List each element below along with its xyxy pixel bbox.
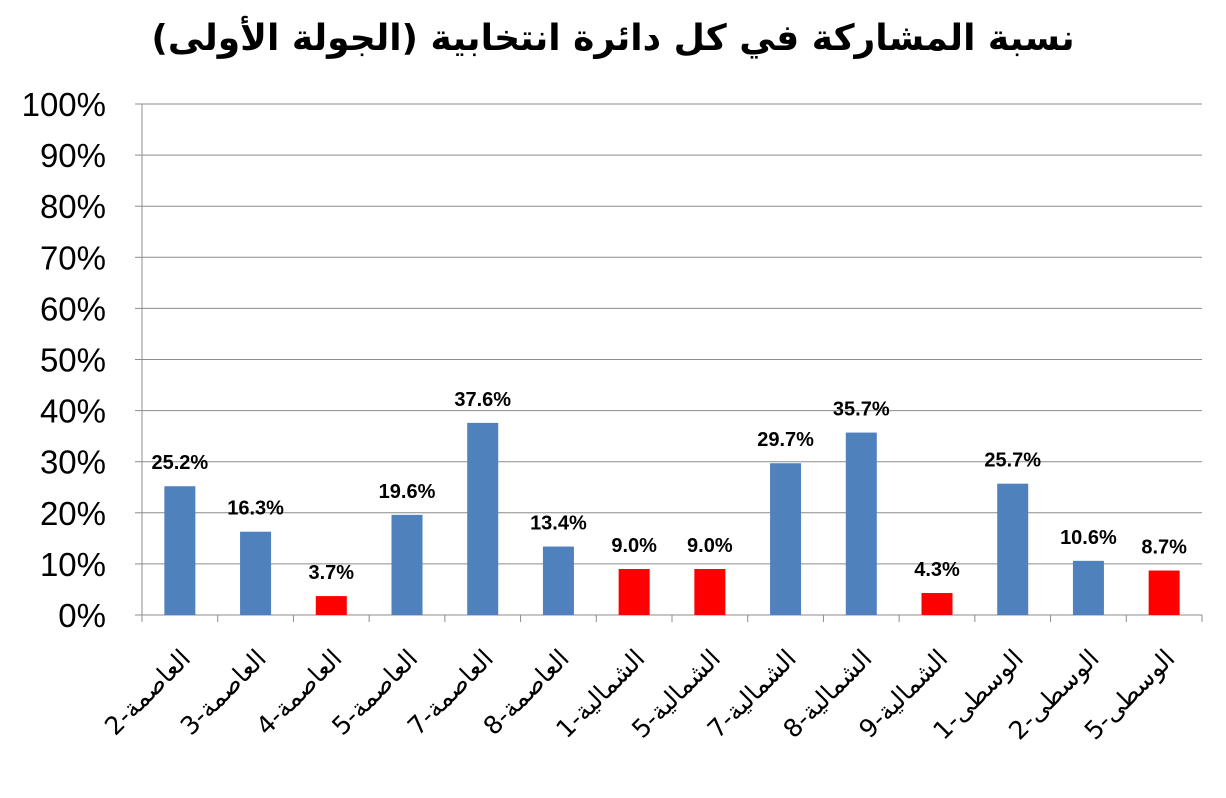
bar (770, 463, 802, 615)
bar (845, 432, 877, 615)
bar (694, 569, 726, 615)
y-tick-label: 80% (40, 188, 106, 225)
data-label: 37.6% (454, 389, 511, 411)
y-tick-label: 10% (40, 546, 106, 583)
data-label: 8.7% (1141, 537, 1187, 559)
y-tick-label: 60% (40, 290, 106, 327)
bar (164, 486, 196, 615)
y-axis-tick-labels: 0% 10% 20% 30% 40% 50% 60% 70% 80% 90% 100% (22, 86, 106, 634)
bar (391, 514, 423, 615)
bar (921, 593, 953, 615)
y-tick-label: 50% (40, 342, 106, 379)
bar (240, 531, 272, 615)
bar (618, 569, 650, 615)
data-label: 9.0% (687, 535, 733, 557)
y-tick-label: 30% (40, 444, 106, 481)
data-label: 19.6% (379, 481, 436, 503)
bar (1148, 570, 1180, 615)
data-label: 25.7% (984, 450, 1041, 472)
data-label: 29.7% (757, 429, 814, 451)
chart-title: نسبة المشاركة في كل دائرة انتخابية (الجو… (151, 18, 1075, 59)
gridlines (142, 103, 1202, 565)
data-label: 10.6% (1060, 527, 1117, 549)
axes (135, 103, 1203, 622)
bar (997, 483, 1029, 615)
bar (1072, 560, 1104, 615)
data-label: 16.3% (227, 498, 284, 520)
y-tick-label: 90% (40, 137, 106, 174)
y-tick-label: 70% (40, 239, 106, 276)
data-label: 35.7% (833, 399, 890, 421)
data-label: 25.2% (151, 452, 208, 474)
y-tick-label: 0% (58, 597, 106, 634)
y-tick-label: 20% (40, 495, 106, 532)
bar (467, 422, 499, 615)
data-labels: 25.2% 16.3% 3.7% 19.6% 37.6% 13.4% 9.0% 9.0% 29.… (151, 389, 1187, 584)
y-tick-label: 40% (40, 393, 106, 430)
data-label: 9.0% (611, 535, 657, 557)
bars (164, 422, 1180, 615)
bar (542, 546, 574, 615)
bar (315, 596, 347, 615)
data-label: 3.7% (308, 562, 354, 584)
data-label: 4.3% (914, 559, 960, 581)
data-label: 13.4% (530, 513, 587, 535)
x-axis-category-labels: العاصمة-2العاصمة-3العاصمة-4العاصمة-5العا… (99, 644, 1180, 746)
y-tick-label: 100% (22, 86, 106, 123)
